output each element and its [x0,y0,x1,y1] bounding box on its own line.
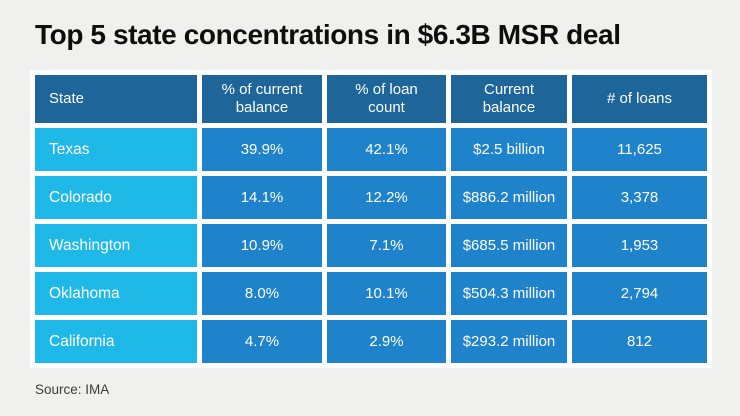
pct-count-cell: 12.2% [327,176,446,219]
num-loans-cell: 812 [572,320,707,363]
current-balance-cell: $886.2 million [451,176,567,219]
current-balance-cell: $2.5 billion [451,128,567,171]
state-cell: Oklahoma [35,272,197,315]
num-loans-cell: 11,625 [572,128,707,171]
table-row: California 4.7% 2.9% $293.2 million 812 [35,320,707,363]
state-concentrations-table: State % of current balance % of loan cou… [30,70,712,368]
pct-balance-cell: 10.9% [202,224,322,267]
table-row: Texas 39.9% 42.1% $2.5 billion 11,625 [35,128,707,171]
pct-balance-cell: 14.1% [202,176,322,219]
pct-count-cell: 10.1% [327,272,446,315]
table-row: Colorado 14.1% 12.2% $886.2 million 3,37… [35,176,707,219]
source-note: Source: IMA [35,382,110,397]
table-header-row: State % of current balance % of loan cou… [35,75,707,123]
num-loans-cell: 3,378 [572,176,707,219]
pct-balance-cell: 4.7% [202,320,322,363]
table-row: Oklahoma 8.0% 10.1% $504.3 million 2,794 [35,272,707,315]
state-cell: Texas [35,128,197,171]
current-balance-cell: $504.3 million [451,272,567,315]
pct-balance-cell: 8.0% [202,272,322,315]
col-header-pct-loan-count: % of loan count [327,75,446,123]
page-title: Top 5 state concentrations in $6.3B MSR … [35,19,621,50]
col-header-pct-current-balance: % of current balance [202,75,322,123]
pct-count-cell: 2.9% [327,320,446,363]
state-cell: California [35,320,197,363]
state-cell: Colorado [35,176,197,219]
table-row: Washington 10.9% 7.1% $685.5 million 1,9… [35,224,707,267]
num-loans-cell: 1,953 [572,224,707,267]
col-header-num-loans: # of loans [572,75,707,123]
pct-balance-cell: 39.9% [202,128,322,171]
num-loans-cell: 2,794 [572,272,707,315]
pct-count-cell: 7.1% [327,224,446,267]
current-balance-cell: $685.5 million [451,224,567,267]
state-cell: Washington [35,224,197,267]
col-header-state: State [35,75,197,123]
col-header-current-balance: Current balance [451,75,567,123]
current-balance-cell: $293.2 million [451,320,567,363]
pct-count-cell: 42.1% [327,128,446,171]
